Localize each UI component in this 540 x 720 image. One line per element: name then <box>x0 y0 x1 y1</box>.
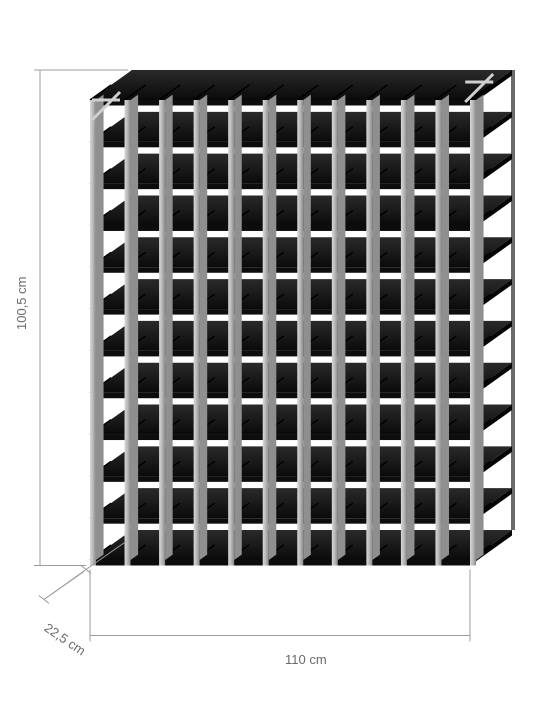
rack-illustration <box>0 0 540 720</box>
height-dimension-label: 100,5 cm <box>14 277 29 330</box>
width-dimension-label: 110 cm <box>285 652 327 667</box>
product-dimension-diagram: 100,5 cm 110 cm 22,5 cm <box>0 0 540 720</box>
